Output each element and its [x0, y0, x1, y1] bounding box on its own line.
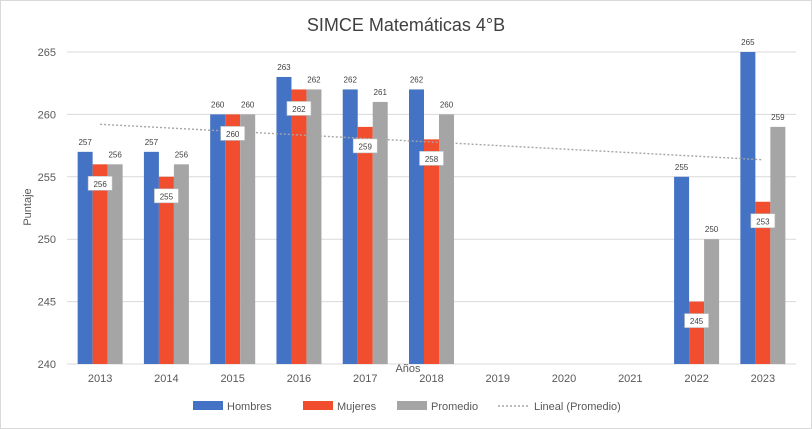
- data-label: 261: [374, 88, 388, 97]
- trendline: [100, 123, 763, 161]
- legend-label: Mujeres: [337, 401, 377, 413]
- bar-promedio: [173, 164, 189, 364]
- data-label-box: [750, 213, 776, 229]
- data-label: 263: [277, 63, 291, 72]
- bar-mujeres: [291, 89, 307, 364]
- x-tick-label: 2020: [552, 373, 576, 385]
- y-tick-label: 240: [38, 359, 56, 371]
- legend-swatch: [397, 401, 427, 410]
- data-label: 256: [108, 150, 122, 159]
- bar-mujeres: [755, 201, 771, 364]
- x-tick-label: 2015: [220, 373, 244, 385]
- chart-title: SIMCE Matemáticas 4°B: [307, 15, 505, 35]
- y-tick-label: 245: [38, 297, 56, 309]
- x-tick-label: 2021: [618, 373, 642, 385]
- data-label: 262: [410, 75, 424, 84]
- data-label-box: [419, 151, 444, 166]
- data-label: 255: [160, 192, 174, 201]
- legend-label: Promedio: [431, 401, 478, 413]
- data-label: 255: [675, 163, 689, 172]
- legend-label: Lineal (Promedio): [534, 401, 621, 413]
- bar-promedio: [240, 114, 256, 365]
- data-label: 250: [705, 225, 719, 234]
- bar-mujeres: [158, 176, 174, 364]
- data-label-box: [220, 126, 245, 141]
- bar-promedio: [770, 126, 786, 364]
- x-tick-label: 2019: [486, 373, 510, 385]
- legend-swatch: [193, 401, 223, 410]
- data-label: 262: [344, 75, 358, 84]
- data-label: 260: [211, 100, 225, 109]
- y-tick-label: 250: [38, 234, 56, 246]
- data-label: 253: [756, 217, 770, 226]
- data-label: 245: [690, 317, 704, 326]
- legend: Hombres Mujeres Promedio Lineal (Promedio): [193, 401, 621, 413]
- bar-promedio: [704, 239, 720, 364]
- legend-swatch: [303, 401, 333, 410]
- data-label: 265: [741, 38, 755, 47]
- bar-hombres: [674, 176, 690, 364]
- bars: [77, 52, 786, 365]
- bar-promedio: [372, 101, 388, 365]
- y-axis-label: Puntaje: [22, 188, 34, 225]
- legend-label: Hombres: [227, 401, 272, 413]
- data-label: 260: [440, 100, 454, 109]
- y-tick-label: 255: [38, 172, 56, 184]
- y-tick-label: 265: [38, 47, 56, 59]
- x-tick-label: 2017: [353, 373, 377, 385]
- data-label-box: [286, 101, 312, 116]
- bar-promedio: [306, 89, 322, 364]
- x-tick-label: 2023: [751, 373, 775, 385]
- data-label: 260: [226, 130, 240, 139]
- bar-hombres: [77, 151, 93, 364]
- data-label-box: [352, 138, 378, 154]
- x-tick-label: 2018: [419, 373, 443, 385]
- data-label-box: [87, 176, 113, 191]
- data-label: 259: [359, 142, 373, 151]
- bar-mujeres: [225, 114, 241, 365]
- bar-mujeres: [92, 164, 108, 364]
- data-label: 256: [175, 150, 189, 159]
- trendline-group: [100, 123, 763, 161]
- y-tick-label: 260: [38, 109, 56, 121]
- x-tick-label: 2016: [287, 373, 311, 385]
- bar-hombres: [740, 52, 756, 364]
- x-tick-label: 2014: [154, 373, 178, 385]
- data-label: 258: [425, 155, 439, 164]
- bar-hombres: [276, 76, 292, 365]
- data-label: 262: [292, 105, 306, 114]
- bar-mujeres: [689, 301, 705, 364]
- bar-promedio: [439, 114, 454, 365]
- x-axis-ticks: 2013 2014 2015 2016 2017 2018 2019 2020 2021 2022…: [88, 373, 775, 385]
- data-label: 256: [93, 180, 107, 189]
- x-axis-label: Años: [395, 363, 421, 375]
- data-label: 257: [145, 138, 159, 147]
- data-label-box: [154, 188, 179, 204]
- x-tick-label: 2022: [684, 373, 708, 385]
- data-label: 262: [307, 75, 321, 84]
- y-axis-ticks: 240 245 250 255 260 265: [38, 47, 56, 371]
- x-tick-label: 2013: [88, 373, 112, 385]
- bar-mujeres: [424, 139, 439, 364]
- data-label: 260: [241, 100, 255, 109]
- bar-hombres: [342, 89, 358, 364]
- bar-hombres: [143, 151, 159, 364]
- data-label-box: [684, 313, 709, 328]
- data-label: 259: [771, 113, 785, 122]
- bar-hombres: [409, 89, 424, 364]
- bar-hombres: [210, 114, 226, 365]
- bar-mujeres: [357, 126, 373, 364]
- data-label: 257: [78, 138, 92, 147]
- data-labels: 257 257 260 263 262 262 255 265 256 255 260 262 259 2…: [78, 38, 785, 328]
- bar-promedio: [107, 164, 123, 364]
